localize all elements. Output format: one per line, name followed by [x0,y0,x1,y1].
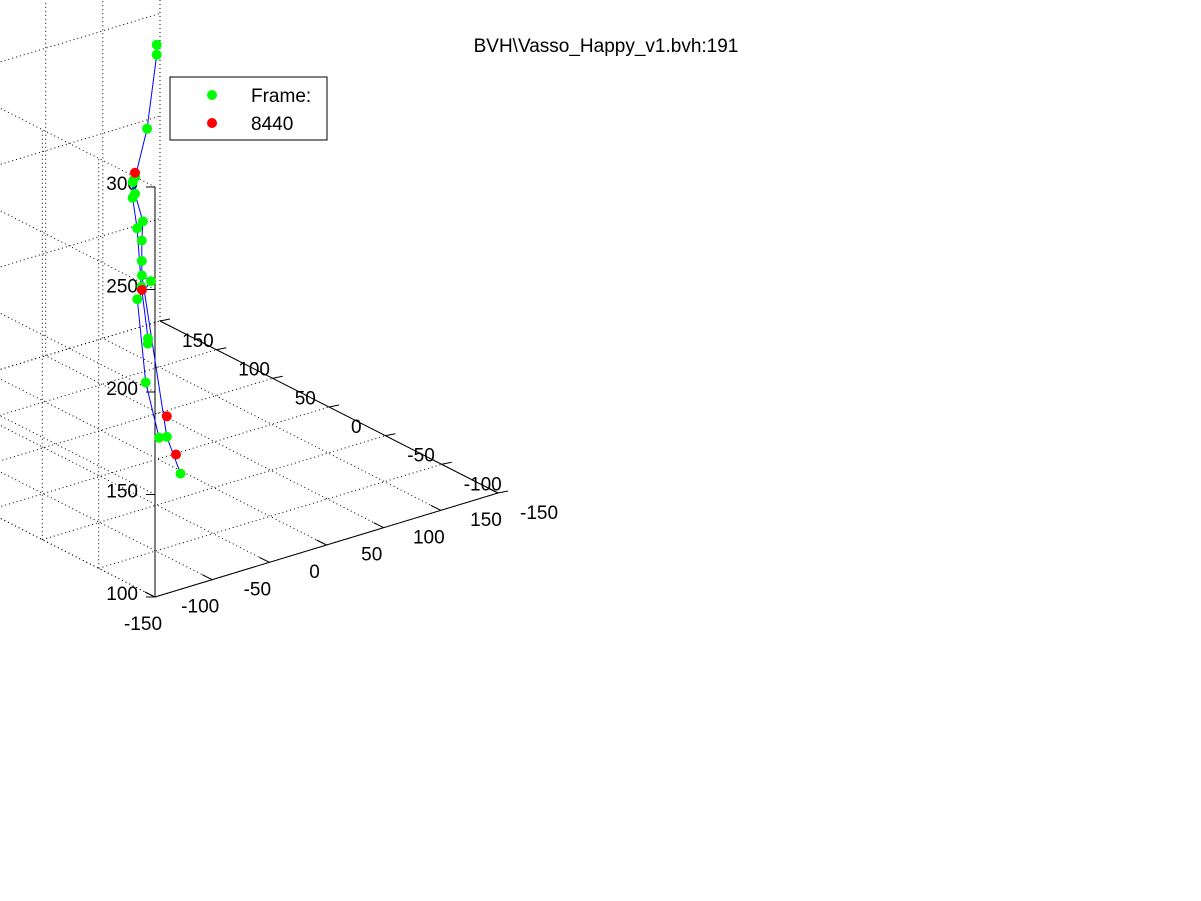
x-tick-label: -100 [181,597,219,618]
legend-marker-frame [207,90,217,100]
skeleton-bone [132,197,138,229]
y-tick-label: 100 [238,360,270,381]
y-tick [497,490,509,494]
joint-point-frame [146,276,156,287]
grid-line-floor-x [0,378,327,546]
x-tick [487,487,499,494]
skeleton-bone [146,54,158,129]
legend-label-8440: 8440 [251,114,293,135]
joint-point-frame [127,192,138,203]
joint-point-8440 [130,167,140,178]
joint-point-8440 [136,284,147,295]
joint-point-frame [127,177,138,188]
x-tick [316,539,327,546]
y-tick [216,347,227,351]
chart-title: BVH\Vasso_Happy_v1.bvh:191 [474,36,739,57]
y-tick [272,375,283,379]
legend: Frame: 8440 [169,76,328,141]
skeleton-bone [140,286,149,339]
legend-label-frame: Frame: [251,86,311,107]
joint-point-8440 [171,449,181,460]
joint-point-frame [140,377,151,388]
joint-point-frame [175,468,186,479]
y-tick [159,318,171,322]
x-tick [201,574,213,581]
x-tick-label: 100 [413,527,445,548]
skeleton-bone [145,382,160,438]
legend-box [169,76,328,141]
x-tick-label: -150 [124,614,162,635]
joint-points [127,39,186,479]
joint-point-frame [151,39,162,50]
joint-point-frame [154,432,165,443]
joint-point-frame [136,270,147,281]
joint-point-frame [132,223,143,234]
joint-point-frame [151,49,162,60]
legend-marker-8440 [207,118,217,128]
y-tick-label: -100 [464,474,502,495]
z-tick-label: 200 [106,379,138,400]
x-tick [373,522,384,529]
z-tick-label: 150 [106,482,138,503]
x-tick-label: 50 [361,545,382,566]
y-tick [328,404,340,408]
axes-layer [144,186,509,598]
joint-point-frame [136,256,147,266]
grid-line-floor-x [102,337,442,511]
x-tick-label: -50 [244,579,271,600]
x-tick [144,591,156,598]
joint-point-frame [137,216,148,227]
joint-point-8440 [161,411,172,422]
z-tick-label: 100 [106,584,138,605]
y-tick-label: 150 [182,331,214,352]
y-tick [441,461,452,465]
y-tick-label: 50 [295,388,316,409]
z-tick-label: 250 [106,277,138,298]
y-tick [385,433,396,437]
joint-point-frame [142,123,153,134]
x-tick [430,504,442,511]
joint-point-frame [161,431,172,442]
x-tick [259,556,270,563]
grid-line-floor-x [45,355,384,529]
skeleton-bone [136,299,147,383]
joint-point-frame [142,338,153,349]
joint-point-frame [132,294,143,305]
x-tick-label: 0 [309,562,320,583]
y-tick-label: -50 [407,446,434,467]
y-tick-label: -150 [520,503,558,524]
y-tick-label: 0 [351,417,362,438]
joint-point-frame [136,235,147,246]
skeleton-bone [141,275,168,437]
x-tick-label: 150 [470,510,502,531]
